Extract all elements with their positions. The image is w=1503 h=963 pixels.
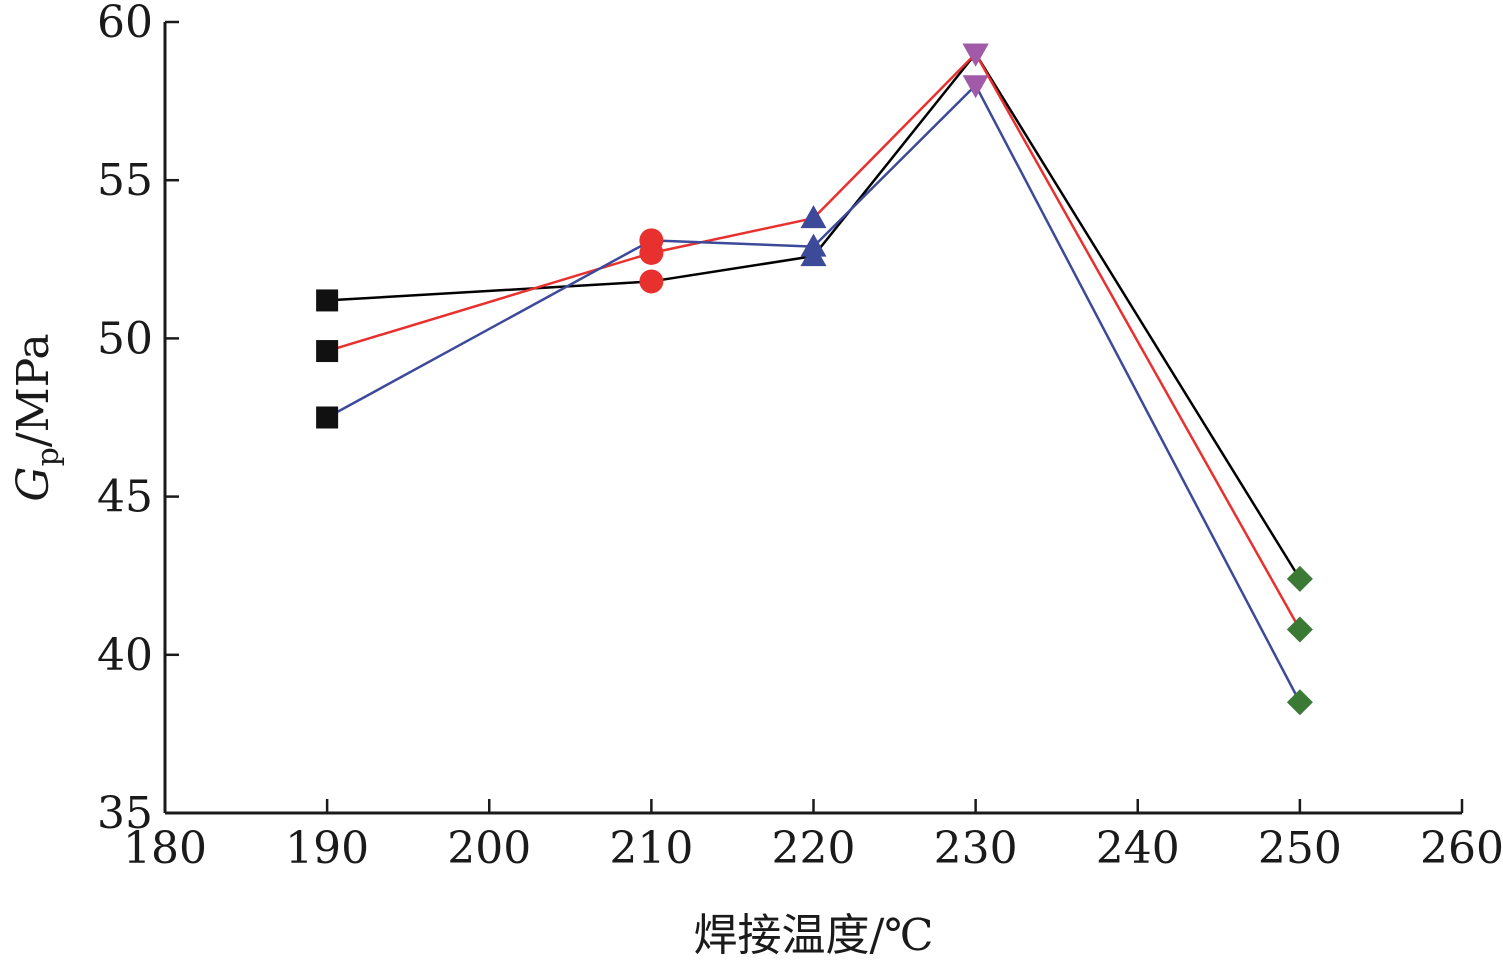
y-tick-label: 60 [97,0,153,48]
data-point-s3-190 [316,406,339,429]
series-line-3 [326,84,1301,703]
data-point-s2-190 [316,340,339,363]
series-lines [326,52,1301,703]
y-axis-title-unit: /MPa [8,333,59,447]
series-markers [316,43,1313,716]
data-point-s2-230 [962,43,989,67]
y-tick-label: 35 [97,788,153,839]
x-tick-label: 190 [285,823,369,874]
y-tick-label: 50 [97,313,153,364]
axes: 180 190 200 210 220 230 240 250 260 35 40 45 50 55 60 [97,0,1503,874]
y-axis-title-main: G [8,466,59,501]
data-point-s3-210 [639,228,664,253]
x-tick-label: 230 [934,823,1018,874]
y-axis-title-sub: p [31,447,66,466]
y-tick-label: 40 [97,630,153,681]
data-point-s1-190 [316,289,339,312]
data-point-s3-230 [962,75,989,99]
y-axis-title: Gp/MPa [8,333,66,501]
y-tick-label: 55 [97,155,153,206]
x-tick-label: 220 [772,823,856,874]
x-tick-label: 210 [609,823,693,874]
axis-labels: 焊接温度/℃ Gp/MPa [8,333,934,961]
x-tick-label: 250 [1258,823,1342,874]
series-line-1 [327,52,1301,580]
data-point-s2-250 [1286,616,1313,643]
x-tick-label: 200 [447,823,531,874]
x-tick-label: 240 [1096,823,1180,874]
data-point-s1-250 [1286,565,1313,592]
data-point-s2-220 [800,205,827,229]
x-axis-title: 焊接温度/℃ [693,910,933,961]
x-tick-label: 180 [123,823,207,874]
y-tick-label: 45 [97,472,153,523]
data-point-s3-250 [1286,689,1313,716]
x-tick-label: 260 [1420,823,1503,874]
data-point-s3-220 [800,233,827,257]
data-point-s1-210 [639,269,664,294]
